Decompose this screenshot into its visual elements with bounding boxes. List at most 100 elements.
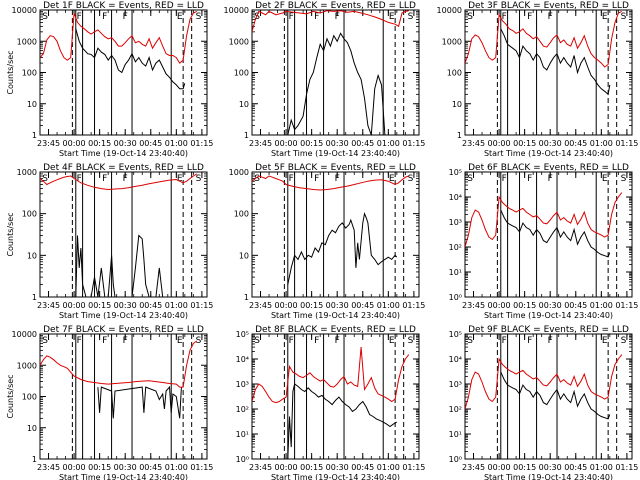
x-tick-label: 00:30 [114,301,137,310]
lld-series-line [252,347,410,404]
x-tick-label: 01:00 [377,139,400,148]
y-tick-label: 100 [22,210,37,219]
x-tick-label: 00:30 [114,463,137,472]
y-tick-label: 10⁰ [449,293,462,302]
plot-frame [464,9,633,136]
y-tick-label: 10 [239,100,249,109]
segment-label: F [102,336,107,346]
y-tick-label: 10⁵ [449,168,462,177]
segment-label: E [177,12,183,22]
x-axis-label: Start Time (19-Oct-14 23:40:40) [484,149,613,158]
x-tick-label: 00:00 [63,139,86,148]
y-tick-label: 10² [236,405,249,414]
y-tick-label: 100 [234,210,249,219]
segment-label: S [621,336,627,346]
y-tick-label: 10 [27,100,37,109]
segment-label: S [621,174,627,184]
segment-label: F [502,12,507,22]
x-tick-label: 00:45 [139,463,162,472]
segment-label: S [42,336,48,346]
x-tick-label: 00:00 [488,301,511,310]
plot-frame [464,333,633,460]
x-axis-label: Start Time (19-Oct-14 23:40:40) [271,149,400,158]
segment-label: F [314,336,319,346]
segment-label: S [621,12,627,22]
y-tick-label: 1 [244,131,249,140]
plot-frame [39,333,208,460]
lld-series-line [465,192,623,248]
segment-label: F [77,12,82,22]
x-tick-label: 01:15 [190,463,213,472]
segment-label: F [548,12,553,22]
lld-series-line [465,354,623,410]
x-tick-label: 23:45 [249,463,272,472]
y-tick-label: 10 [239,251,249,260]
x-tick-label: 01:15 [615,463,638,472]
segment-label: F [123,336,128,346]
y-tick-label: 10¹ [449,268,462,277]
x-axis-label: Start Time (19-Oct-14 23:40:40) [271,311,400,320]
x-axis-label: Start Time (19-Oct-14 23:40:40) [271,473,400,480]
x-tick-label: 00:30 [326,301,349,310]
y-tick-label: 1000 [17,168,37,177]
y-tick-label: 1 [32,131,37,140]
x-tick-label: 23:45 [462,301,485,310]
lld-series-line [252,10,409,32]
x-axis-label: Start Time (19-Oct-14 23:40:40) [59,473,188,480]
segment-label: E [177,336,183,346]
segment-label: F [123,174,128,184]
y-tick-label: 10000 [12,330,37,339]
y-tick-label: 10⁰ [236,455,249,464]
x-tick-label: 00:15 [513,139,536,148]
x-tick-label: 23:45 [37,301,60,310]
x-tick-label: 23:45 [462,463,485,472]
segment-label: E [602,12,608,22]
segment-label: F [502,336,507,346]
events-series-line [75,234,173,297]
chart-title: Det 8F BLACK = Events, RED = LLD [255,325,416,335]
chart-title: Det 4F BLACK = Events, RED = LLD [43,163,204,173]
segment-label: S [42,12,48,22]
x-tick-label: 00:45 [139,301,162,310]
segment-label: S [408,12,414,22]
y-tick-label: 100 [22,393,37,402]
y-tick-label: 1 [32,293,37,302]
x-tick-label: 01:15 [402,463,425,472]
segment-label: S [254,174,260,184]
x-tick-label: 00:45 [564,301,587,310]
x-tick-label: 00:30 [114,139,137,148]
x-tick-label: 00:45 [564,139,587,148]
events-series-line [75,28,186,90]
x-tick-label: 00:00 [488,139,511,148]
x-tick-label: 00:30 [326,139,349,148]
segment-label: F [102,12,107,22]
x-tick-label: 01:00 [590,463,613,472]
x-tick-label: 00:15 [88,463,111,472]
y-tick-label: 1000 [229,168,249,177]
segment-label: F [527,174,532,184]
events-series-line [500,371,611,420]
segment-label: S [254,12,260,22]
y-tick-label: 10² [449,243,462,252]
x-axis-label: Start Time (19-Oct-14 23:40:40) [59,311,188,320]
segment-label: E [389,174,395,184]
chart-title: Det 9F BLACK = Events, RED = LLD [468,325,629,335]
segment-label: E [389,336,395,346]
x-tick-label: 01:00 [165,139,188,148]
x-tick-label: 00:45 [351,463,374,472]
plot-frame [39,9,208,136]
segment-label: S [408,174,414,184]
lld-series-line [40,10,198,64]
y-tick-label: 10³ [449,218,462,227]
x-tick-label: 01:15 [190,139,213,148]
lld-series-line [40,340,198,388]
segment-label: S [467,174,473,184]
segment-label: S [467,336,473,346]
events-series-line [97,385,182,419]
segment-label: F [314,174,319,184]
